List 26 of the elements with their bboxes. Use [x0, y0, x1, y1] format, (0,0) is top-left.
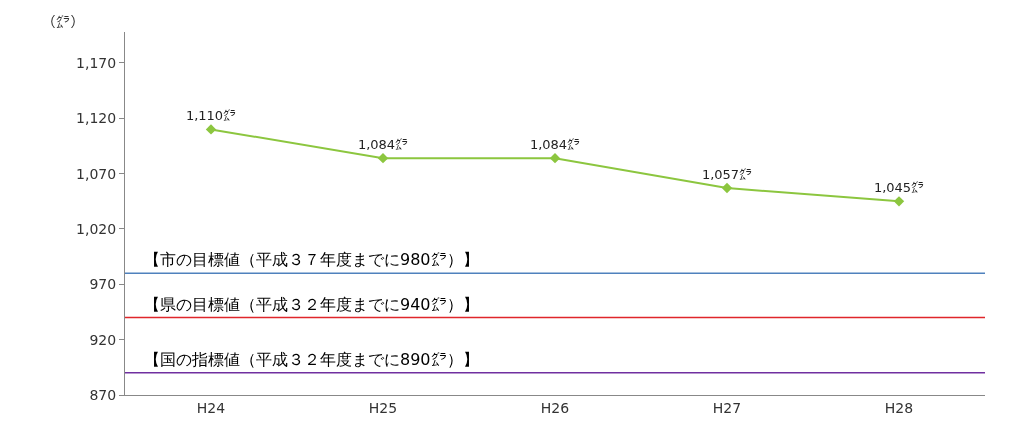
y-tick-label: 1,020	[76, 220, 117, 237]
point	[549, 152, 561, 164]
data-label: 1,045㌘	[873, 180, 925, 196]
point	[721, 182, 733, 194]
data-label: 1,110㌘	[185, 108, 237, 124]
y-axis-title: （㌘）	[42, 14, 84, 30]
y-tick-label: 920	[89, 331, 117, 348]
x-tick-label: H25	[368, 399, 398, 416]
ref-line-label: 【国の指標値（平成３２年度までに890㌘）】	[144, 350, 479, 369]
data-label: 1,084㌘	[529, 136, 581, 152]
y-tick-label: 1,070	[76, 165, 117, 182]
x-tick-label: H26	[540, 399, 570, 416]
data-label: 1,084㌘	[357, 136, 409, 152]
y-tick-label: 870	[89, 386, 117, 403]
point	[893, 196, 905, 207]
x-tick-label: H28	[884, 399, 914, 416]
y-tick-label: 970	[89, 276, 117, 293]
point	[377, 152, 389, 164]
x-tick-label: H24	[196, 399, 226, 416]
ref-line-label: 【県の目標値（平成３２年度までに940㌘）】	[144, 295, 479, 314]
y-tick-label: 1,120	[76, 110, 117, 127]
data-label: 1,057㌘	[701, 166, 753, 182]
point	[205, 124, 217, 135]
ref-line-label: 【市の目標値（平成３７年度までに980㌘）】	[144, 250, 479, 269]
y-tick-label: 1,170	[76, 54, 117, 71]
x-tick-label: H27	[712, 399, 742, 416]
